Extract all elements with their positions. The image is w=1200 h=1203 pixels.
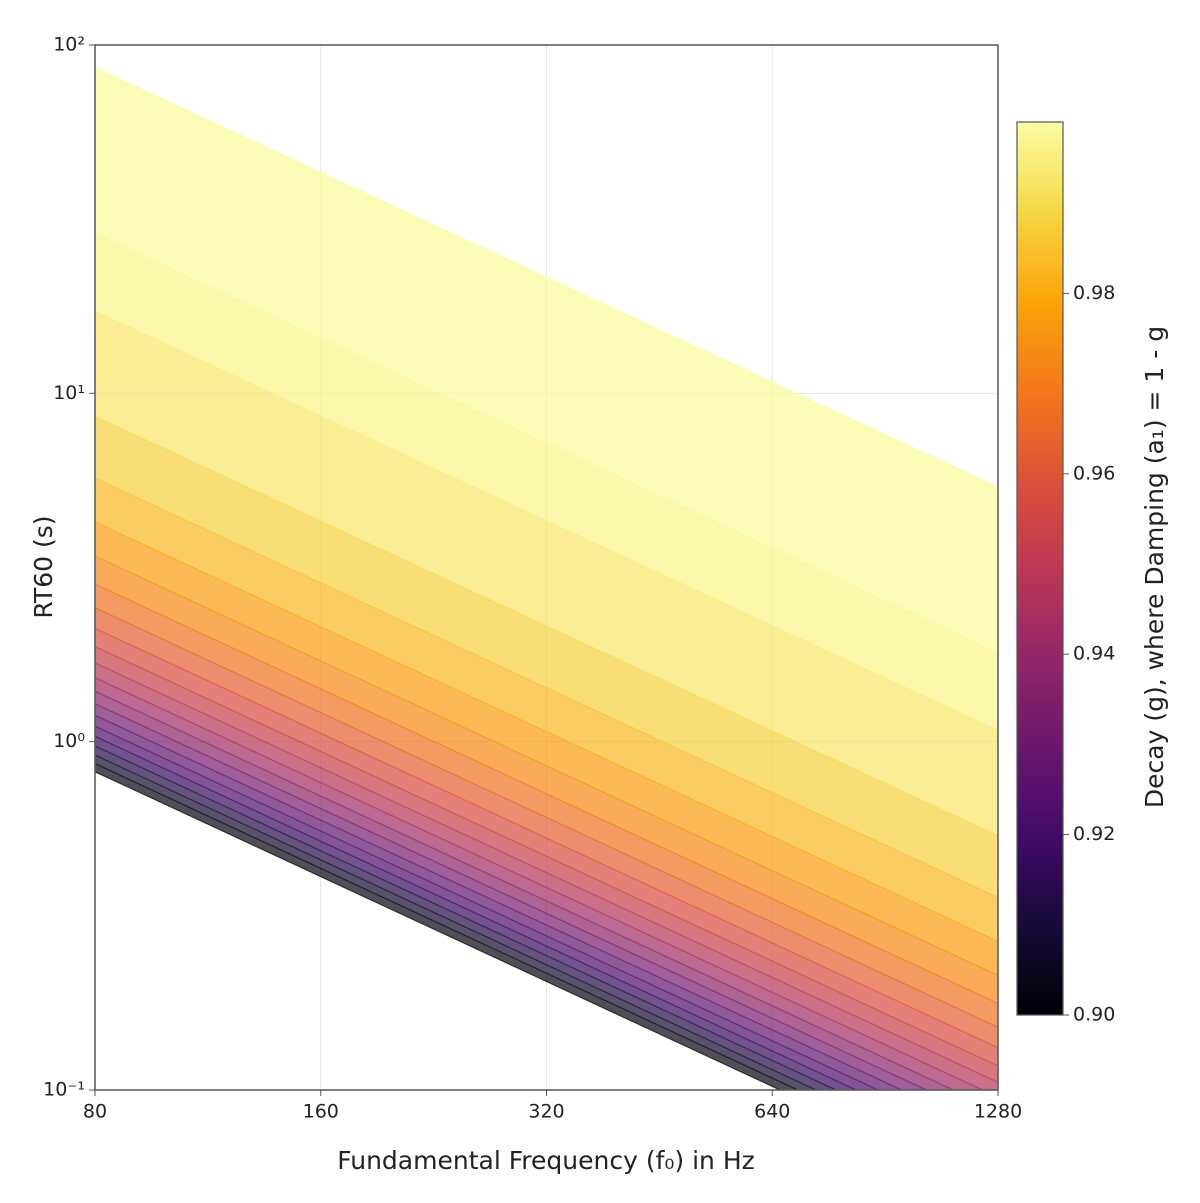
y-tick-label: 10⁰ [53,730,85,752]
decay-line [95,477,998,898]
decay-line [95,771,782,1090]
decay-line [95,725,880,1090]
x-tick-label: 640 [754,1101,790,1123]
band [95,584,998,1028]
band [95,478,998,942]
decay-line [95,66,998,488]
decay-line [95,607,998,1028]
decay-line [95,310,998,731]
decay-line [95,677,985,1090]
band [95,607,998,1048]
band [95,233,998,731]
x-tick-label: 320 [528,1101,564,1123]
band [95,416,998,898]
x-tick-label: 160 [303,1101,339,1123]
band [95,646,998,1083]
decay-line [95,690,955,1090]
decay-line [95,646,998,1067]
x-axis-title: Fundamental Frequency (f₀) in Hz [337,1146,755,1175]
colorbar-tick-label: 0.94 [1073,643,1115,665]
band [95,662,998,1090]
y-axis-title: RT60 (s) [29,515,58,618]
colorbar-tick-label: 0.98 [1073,282,1115,304]
decay-line [95,735,858,1090]
decay-line [95,703,928,1090]
y-tick-label: 10⁻¹ [43,1079,85,1101]
decay-line [95,662,998,1083]
x-tick-label: 80 [83,1101,107,1123]
colorbar-tick-label: 0.90 [1073,1004,1115,1026]
decay-line [95,521,998,942]
band [95,521,998,976]
x-tick-label: 1280 [974,1101,1022,1123]
colorbar-tick-label: 0.96 [1073,462,1115,484]
band [95,556,998,1004]
band [95,67,998,654]
decay-line [95,583,998,1004]
band [95,628,998,1066]
y-tick-label: 10² [53,34,85,56]
decay-line [95,415,998,837]
y-tick-label: 10¹ [53,382,85,404]
decay-line [95,555,998,977]
colorbar-tick-label: 0.92 [1073,823,1115,845]
decay-line [95,763,800,1090]
decay-line [95,233,998,654]
decay-line [95,745,838,1090]
colorbar [1016,121,1064,1016]
decay-line [95,714,904,1090]
decay-line [95,754,818,1090]
decay-line [95,627,998,1049]
band [95,311,998,836]
colorbar-title: Decay (g), where Damping (a₁) = 1 - g [1140,326,1169,808]
